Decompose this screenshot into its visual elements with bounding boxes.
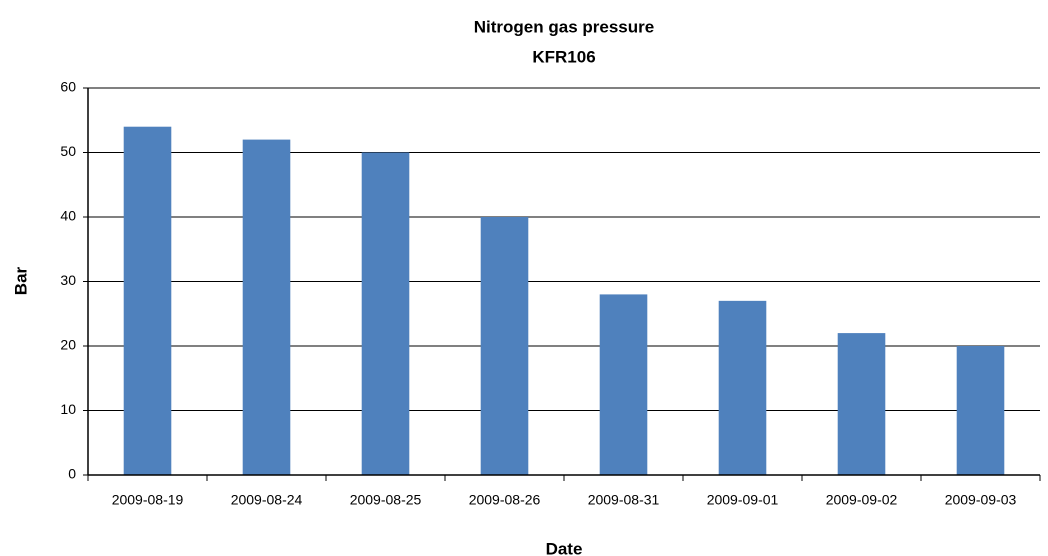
bar [480,217,529,475]
x-tick-label: 2009-08-31 [588,492,660,508]
bar [242,139,291,475]
bar [956,346,1005,475]
x-tick-label: 2009-09-01 [707,492,779,508]
y-tick-label: 60 [60,79,76,95]
chart-title: Nitrogen gas pressure [474,17,654,36]
x-tick-label: 2009-09-03 [945,492,1017,508]
y-axis-title: Bar [11,266,30,295]
y-tick-label: 10 [60,401,76,417]
y-tick-label: 50 [60,143,76,159]
bar [599,294,648,475]
x-axis-title: Date [546,539,583,556]
bar [361,152,410,475]
x-tick-label: 2009-08-26 [469,492,541,508]
chart-subtitle: KFR106 [532,47,595,66]
x-tick-label: 2009-08-24 [231,492,303,508]
y-tick-label: 20 [60,337,76,353]
x-tick-label: 2009-08-25 [350,492,422,508]
bar [837,333,886,475]
y-tick-label: 30 [60,272,76,288]
y-tick-label: 0 [68,466,76,482]
y-tick-label: 40 [60,208,76,224]
x-tick-label: 2009-08-19 [112,492,184,508]
bar [718,300,767,475]
bar [123,126,172,475]
x-tick-label: 2009-09-02 [826,492,898,508]
